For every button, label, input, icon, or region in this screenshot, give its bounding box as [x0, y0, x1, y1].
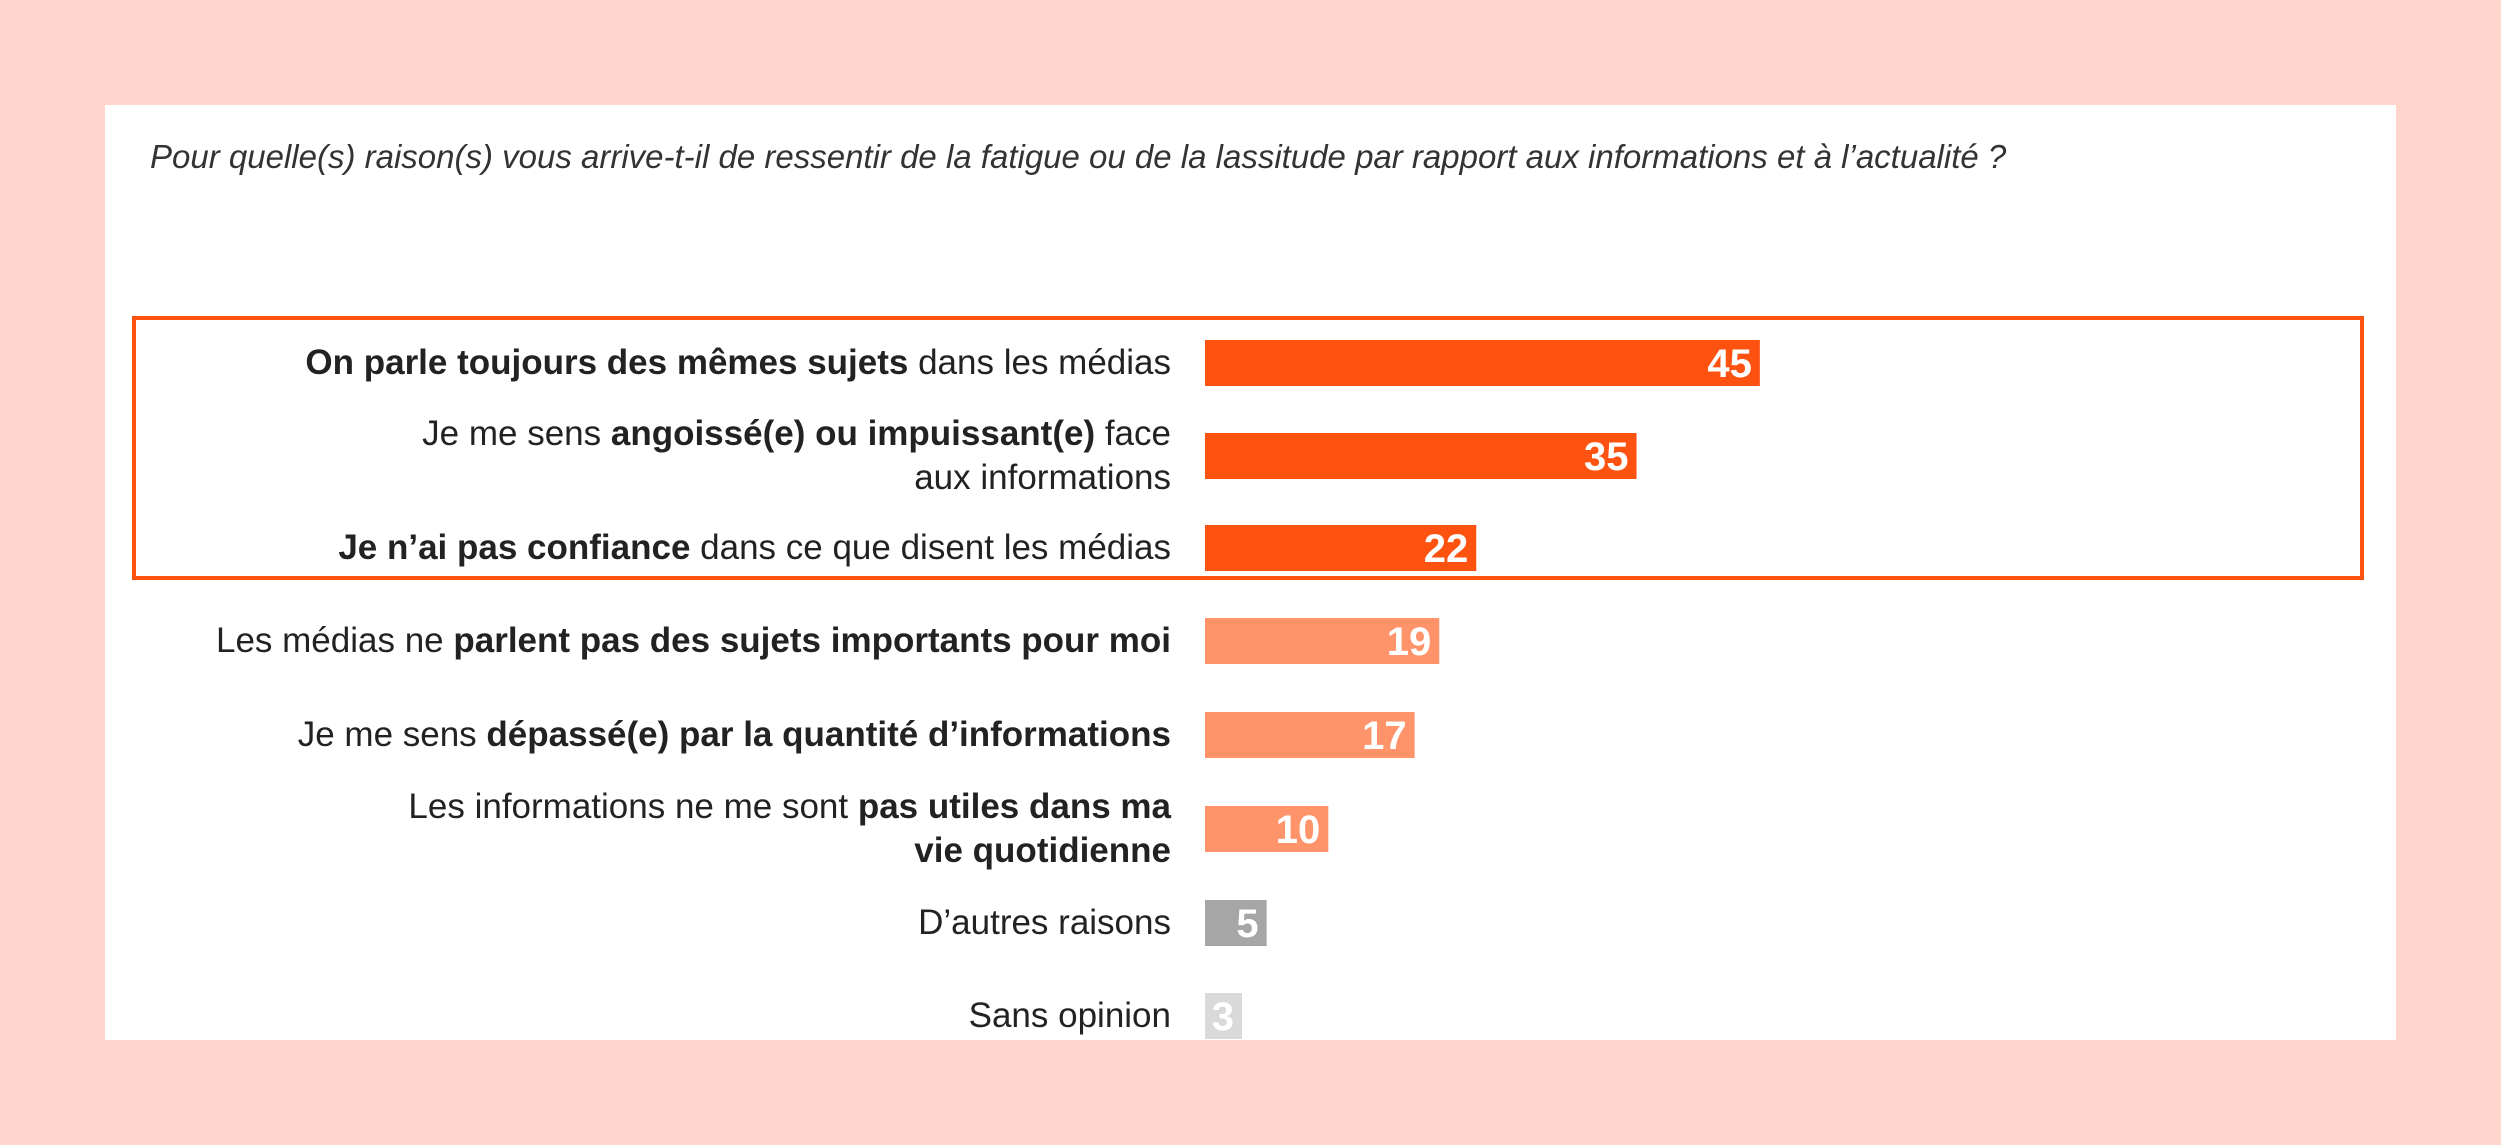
category-label-5: Je me sens dépassé(e) par la quantité d’… — [131, 713, 1171, 757]
category-label-1: On parle toujours des mêmes sujets dans … — [131, 341, 1171, 385]
highlight-group-box — [132, 316, 2364, 580]
chart-question-title: Pour quelle(s) raison(s) vous arrive-t-i… — [150, 138, 2007, 175]
category-label-part: face aux informations — [914, 414, 1171, 497]
bar-value-label-6: 10 — [1276, 808, 1321, 852]
category-label-part: Je n’ai pas confiance — [338, 528, 691, 567]
category-label-part: parlent pas des sujets importants pour m… — [453, 621, 1171, 660]
category-label-part: Sans opinion — [968, 996, 1171, 1035]
bar-value-label-5: 17 — [1362, 714, 1407, 758]
category-label-part: Les médias ne — [215, 621, 454, 660]
bar-1 — [1205, 340, 1760, 386]
category-label-part: angoissé(e) ou impuissant(e) — [610, 414, 1096, 453]
bar-value-label-1: 45 — [1707, 342, 1752, 386]
category-label-7: D’autres raisons — [131, 901, 1171, 945]
category-label-4: Les médias ne parlent pas des sujets imp… — [131, 619, 1171, 663]
bar-7 — [1205, 900, 1267, 946]
bar-2 — [1205, 433, 1637, 479]
category-label-part: On parle toujours des mêmes sujets — [305, 343, 909, 382]
category-label-3: Je n’ai pas confiance dans ce que disent… — [131, 526, 1171, 570]
category-label-part: dans les médias — [908, 343, 1171, 382]
bar-value-label-2: 35 — [1584, 435, 1629, 479]
bar-value-label-4: 19 — [1387, 620, 1432, 664]
category-label-part: D’autres raisons — [918, 903, 1171, 942]
bar-6 — [1205, 806, 1329, 852]
category-label-part: Je me sens — [297, 715, 487, 754]
bar-4 — [1205, 618, 1440, 664]
chart-panel — [105, 105, 2396, 1040]
category-label-part: Les informations ne me sont — [408, 787, 858, 826]
category-label-8: Sans opinion — [131, 994, 1171, 1038]
bar-5 — [1205, 712, 1415, 758]
category-label-2: Je me sens angoissé(e) ou impuissant(e) … — [391, 412, 1171, 500]
category-label-part: dans ce que disent les médias — [690, 528, 1171, 567]
bar-value-label-3: 22 — [1424, 527, 1469, 571]
bar-value-label-7: 5 — [1236, 902, 1258, 946]
bar-8 — [1205, 993, 1242, 1039]
category-label-part: Je me sens — [422, 414, 611, 453]
category-label-6: Les informations ne me sont pas utiles d… — [391, 785, 1171, 873]
category-label-part: pas utiles dans ma vie quotidienne — [857, 787, 1171, 870]
category-label-part: dépassé(e) par la quantité d’information… — [486, 715, 1171, 754]
bar-3 — [1205, 525, 1477, 571]
bar-value-label-8: 3 — [1212, 995, 1234, 1039]
